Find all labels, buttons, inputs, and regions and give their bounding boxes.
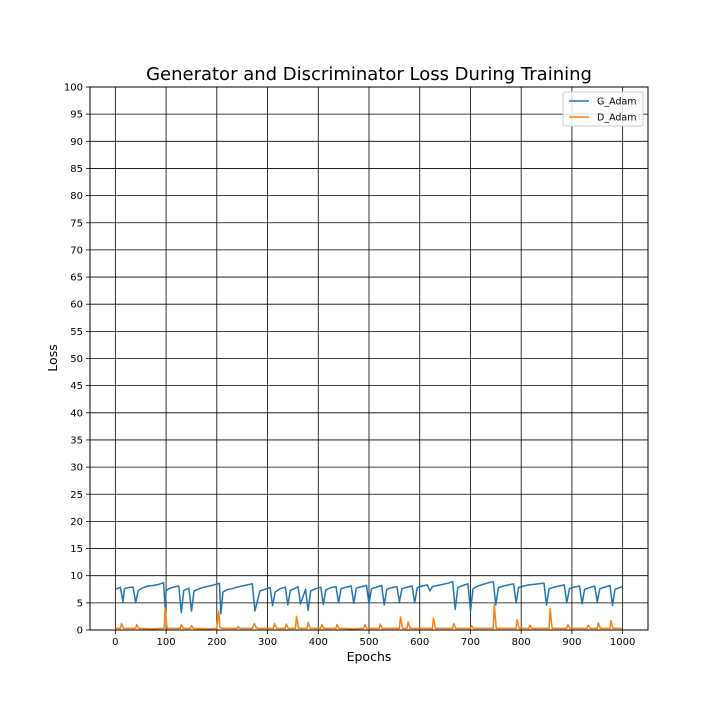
y-tick-label: 95 xyxy=(70,110,83,121)
x-tick-label: 400 xyxy=(309,637,328,648)
y-tick-label: 45 xyxy=(70,381,83,392)
y-tick-label: 80 xyxy=(70,191,83,202)
y-tick-label: 70 xyxy=(70,245,83,256)
y-tick-label: 20 xyxy=(70,517,83,528)
x-axis-ticks: 0 100 200 300 400 500 600 700 800 900 1000 xyxy=(112,630,635,648)
legend: G_Adam D_Adam xyxy=(562,91,644,127)
series-line-d-adam xyxy=(115,603,623,630)
y-tick-label: 90 xyxy=(70,137,83,148)
x-tick-label: 200 xyxy=(207,637,226,648)
x-tick-label: 100 xyxy=(157,637,176,648)
y-tick-label: 65 xyxy=(70,273,83,284)
x-axis-label: Epochs xyxy=(347,649,392,664)
chart-title: Generator and Discriminator Loss During … xyxy=(146,64,592,85)
series-lines xyxy=(115,580,623,630)
series-line-g-adam xyxy=(115,580,623,615)
x-tick-label: 900 xyxy=(562,637,581,648)
y-tick-label: 25 xyxy=(70,490,83,501)
y-tick-label: 75 xyxy=(70,218,83,229)
y-tick-label: 35 xyxy=(70,435,83,446)
y-axis-ticks: 0 5 10 15 20 25 30 35 40 45 50 55 60 65 70 75 80 85 90 95 10… xyxy=(64,83,90,637)
y-tick-label: 60 xyxy=(70,300,83,311)
y-tick-label: 85 xyxy=(70,164,83,175)
x-tick-label: 500 xyxy=(359,637,378,648)
legend-label: D_Adam xyxy=(597,113,637,124)
y-tick-label: 30 xyxy=(70,463,83,474)
legend-label: G_Adam xyxy=(597,97,637,108)
x-tick-label: 800 xyxy=(512,637,531,648)
y-tick-label: 55 xyxy=(70,327,83,338)
y-tick-label: 5 xyxy=(77,598,83,609)
x-tick-label: 700 xyxy=(461,637,480,648)
y-tick-label: 0 xyxy=(77,626,83,637)
y-tick-label: 100 xyxy=(64,83,83,94)
x-tick-label: 0 xyxy=(112,637,118,648)
x-tick-label: 600 xyxy=(410,637,429,648)
y-tick-label: 50 xyxy=(70,354,83,365)
x-tick-label: 300 xyxy=(258,637,277,648)
x-tick-label: 1000 xyxy=(610,637,635,648)
y-tick-label: 10 xyxy=(70,571,83,582)
y-axis-label: Loss xyxy=(45,344,60,371)
y-tick-label: 15 xyxy=(70,544,83,555)
y-tick-label: 40 xyxy=(70,408,83,419)
grid-lines xyxy=(90,86,648,631)
